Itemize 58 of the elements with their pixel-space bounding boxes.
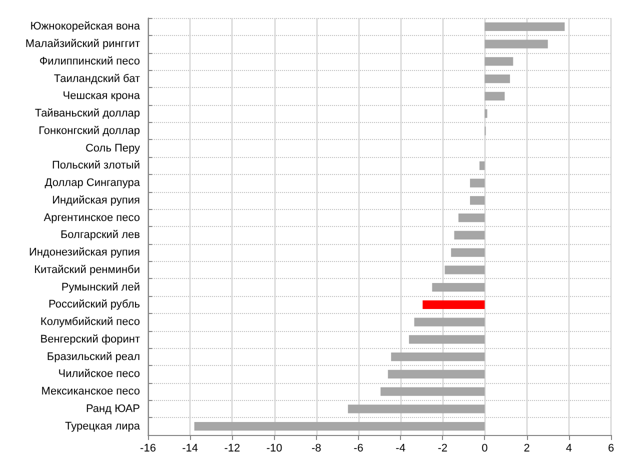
- x-tick-label: -8: [311, 442, 322, 454]
- bar: [484, 22, 565, 32]
- bar: [408, 335, 485, 344]
- bar: [454, 230, 485, 240]
- x-tick-label: 6: [608, 442, 614, 454]
- bar: [484, 74, 510, 84]
- y-tick-label: Польский злотый: [52, 160, 140, 172]
- bar: [479, 161, 485, 170]
- y-tick-label: Ранд ЮАР: [86, 402, 140, 415]
- bar: [432, 282, 485, 292]
- x-tick-label: -4: [396, 442, 406, 454]
- y-tick-label: Китайский ренминби: [34, 264, 140, 276]
- y-tick-label: Болгарский лев: [60, 229, 140, 242]
- y-tick-label: Индийская рупия: [52, 194, 140, 206]
- y-tick-label: Соль Перу: [85, 142, 140, 154]
- y-tick-label: Южнокорейская вона: [30, 20, 141, 33]
- y-tick-label: Турецкая лира: [65, 420, 141, 432]
- y-tick-label: Чилийское песо: [58, 368, 140, 380]
- y-tick-label: Российский рубль: [48, 298, 140, 311]
- bar: [444, 266, 485, 274]
- y-tick-label: Гонконгский доллар: [38, 124, 140, 137]
- y-tick-label: Аргентинское песо: [44, 212, 140, 224]
- x-tick-label: -12: [224, 442, 240, 454]
- x-tick-label: -2: [438, 442, 448, 454]
- y-tick-label: Доллар Сингапура: [44, 177, 141, 190]
- x-tick-label: -14: [182, 442, 198, 454]
- bar: [484, 40, 548, 48]
- y-tick-label: Колумбийский песо: [40, 316, 140, 328]
- bar: [451, 248, 485, 257]
- y-tick-label: Румынский лей: [61, 281, 140, 294]
- x-tick-label: 0: [482, 442, 488, 454]
- x-tick-label: -16: [140, 442, 156, 454]
- y-tick-label: Венгерский форинт: [40, 333, 140, 346]
- bar: [388, 370, 485, 379]
- bar: [414, 318, 485, 326]
- x-tick-label: -6: [354, 442, 364, 454]
- bar: [348, 404, 485, 414]
- y-tick-label: Таиландский бат: [54, 72, 140, 85]
- y-tick-label: Тайваньский доллар: [34, 108, 140, 120]
- x-tick-label: 2: [524, 442, 530, 454]
- y-tick-label: Филиппинский песо: [39, 55, 140, 68]
- bar: [470, 196, 485, 205]
- bar: [422, 300, 485, 310]
- x-tick-label: 4: [566, 442, 572, 454]
- bar: [458, 213, 485, 222]
- bar: [470, 178, 485, 188]
- bar: [380, 387, 485, 396]
- y-tick-label: Малайзийский ринггит: [25, 38, 140, 50]
- y-tick-label: Бразильский реал: [46, 350, 140, 363]
- y-tick-label: Чешская крона: [62, 90, 141, 102]
- bar: [484, 57, 514, 66]
- bar: [484, 109, 488, 118]
- bar: [194, 422, 485, 431]
- y-tick-label: Мексиканское песо: [41, 386, 140, 398]
- y-tick-label: Индонезийская рупия: [28, 246, 140, 259]
- bar: [484, 92, 505, 101]
- x-tick-label: -10: [266, 442, 282, 454]
- bar: [391, 352, 485, 362]
